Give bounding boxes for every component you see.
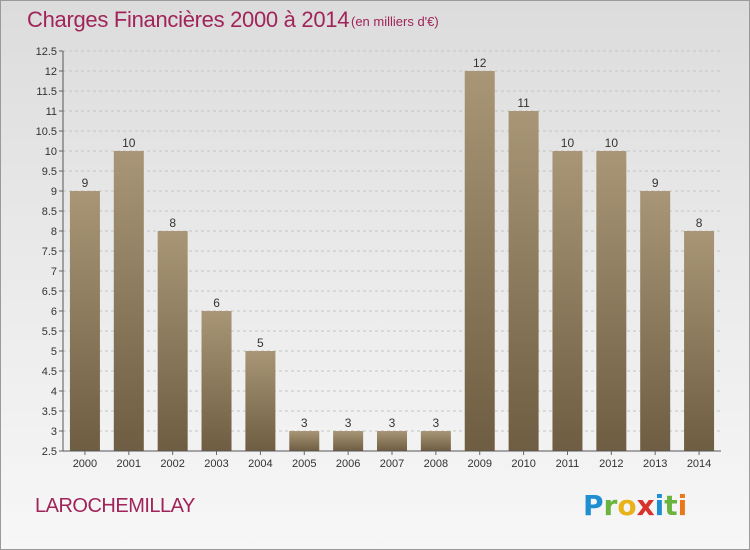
y-tick-label: 5 xyxy=(51,346,57,358)
x-tick-label: 2008 xyxy=(424,458,448,470)
data-label: 9 xyxy=(652,176,659,190)
y-tick-label: 8 xyxy=(51,226,57,238)
tick-labels: 2.5 3 3.5 4 4.5 5 5.5 6 6.5 7 7.5 8 8.5 9 9.5 10 10.5 11 1… xyxy=(36,46,712,470)
data-label: 10 xyxy=(605,136,619,150)
data-label: 8 xyxy=(169,216,176,230)
y-tick-label: 8.5 xyxy=(42,206,57,218)
data-label: 5 xyxy=(257,336,264,350)
bar xyxy=(157,231,188,451)
y-tick-label: 11 xyxy=(46,106,57,118)
bar xyxy=(552,151,583,451)
data-label: 3 xyxy=(301,416,308,430)
y-tick-label: 9 xyxy=(51,186,57,198)
commune-name: LAROCHEMILLAY xyxy=(35,495,195,517)
x-tick-label: 2002 xyxy=(160,458,184,470)
bar xyxy=(377,431,407,451)
x-tick-label: 2009 xyxy=(467,458,491,470)
y-tick-label: 11.5 xyxy=(36,86,57,98)
x-tick-label: 2011 xyxy=(556,458,580,470)
bars xyxy=(69,71,715,451)
bar xyxy=(464,71,495,451)
x-tick-label: 2004 xyxy=(248,458,272,470)
bar xyxy=(289,431,320,451)
bar xyxy=(333,431,364,451)
y-tick-label: 6.5 xyxy=(42,286,57,298)
bar xyxy=(201,311,232,451)
data-label: 12 xyxy=(473,56,487,70)
x-tick-label: 2006 xyxy=(336,458,360,470)
bar xyxy=(245,351,276,451)
bar xyxy=(420,431,451,451)
y-tick-label: 12.5 xyxy=(36,46,57,58)
data-label: 6 xyxy=(213,296,220,310)
bar xyxy=(596,151,627,451)
data-label: 3 xyxy=(389,416,396,430)
data-label: 10 xyxy=(561,136,575,150)
y-tick-label: 10 xyxy=(45,146,57,158)
bar xyxy=(508,111,539,451)
y-tick-label: 5.5 xyxy=(42,326,57,338)
y-tick-label: 2.5 xyxy=(42,446,57,458)
y-tick-label: 3 xyxy=(51,426,57,438)
y-tick-label: 7 xyxy=(51,266,57,278)
data-label: 11 xyxy=(517,96,530,110)
x-tick-label: 2010 xyxy=(511,458,535,470)
x-tick-label: 2000 xyxy=(73,458,97,470)
y-tick-label: 3.5 xyxy=(42,406,57,418)
bar xyxy=(113,151,144,451)
bar xyxy=(640,191,671,451)
data-label: 9 xyxy=(82,176,89,190)
data-label: 3 xyxy=(345,416,352,430)
y-tick-label: 12 xyxy=(45,66,57,78)
bar xyxy=(684,231,715,451)
x-tick-label: 2005 xyxy=(292,458,316,470)
data-label: 8 xyxy=(696,216,703,230)
x-tick-label: 2003 xyxy=(204,458,228,470)
y-tick-label: 6 xyxy=(51,306,57,318)
chart-unit: (en milliers d'€) xyxy=(351,14,439,29)
y-tick-label: 7.5 xyxy=(42,246,57,258)
x-tick-label: 2013 xyxy=(643,458,667,470)
x-tick-label: 2014 xyxy=(687,458,711,470)
proxiti-logo: Proxiti xyxy=(583,489,688,522)
y-tick-label: 4 xyxy=(51,386,57,398)
y-tick-label: 10.5 xyxy=(36,126,57,138)
y-tick-label: 4.5 xyxy=(42,366,57,378)
y-tick-label: 9.5 xyxy=(42,166,57,178)
x-tick-label: 2012 xyxy=(599,458,623,470)
data-label: 3 xyxy=(433,416,440,430)
axes xyxy=(59,50,721,455)
x-tick-label: 2007 xyxy=(380,458,404,470)
bar xyxy=(69,191,100,451)
data-label: 10 xyxy=(122,136,136,150)
chart-title: Charges Financières 2000 à 2014 xyxy=(27,7,350,32)
x-tick-label: 2001 xyxy=(117,458,141,470)
